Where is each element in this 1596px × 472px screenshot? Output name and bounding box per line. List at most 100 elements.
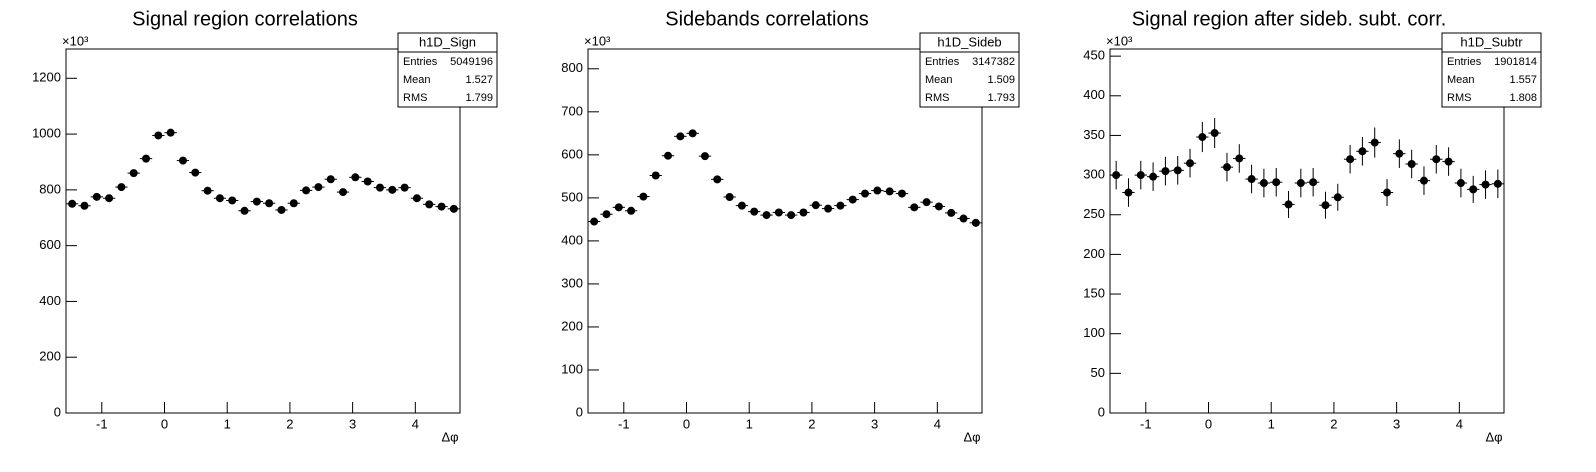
- data-point: [68, 199, 77, 208]
- data-point: [1419, 176, 1428, 185]
- data-point: [265, 199, 274, 208]
- data-point: [1259, 179, 1268, 188]
- stats-label: Mean: [925, 74, 953, 86]
- stats-value: 1.793: [987, 92, 1015, 104]
- data-point: [1210, 129, 1219, 138]
- stats-label: Entries: [1447, 56, 1482, 68]
- data-point: [774, 208, 783, 217]
- y-tick-label: 300: [561, 275, 583, 290]
- stats-box: [1441, 32, 1542, 108]
- x-axis-label: Δφ: [441, 429, 458, 444]
- y-tick-label: 350: [1083, 127, 1105, 142]
- plot-frame: [587, 48, 983, 414]
- y-tick-label: 1200: [32, 70, 61, 85]
- data-point: [1222, 163, 1231, 172]
- y-tick-label: 400: [39, 293, 61, 308]
- data-point: [1161, 167, 1170, 176]
- y-tick-label: 700: [561, 103, 583, 118]
- data-point: [314, 183, 323, 192]
- data-point: [351, 173, 360, 182]
- data-point: [142, 154, 151, 163]
- x-tick-label: 1: [1268, 416, 1275, 431]
- data-point: [363, 177, 372, 186]
- data-point: [1432, 155, 1441, 164]
- data-point: [388, 185, 397, 194]
- data-point: [885, 187, 894, 196]
- stats-label: Entries: [925, 56, 960, 68]
- data-point: [117, 183, 126, 192]
- data-point: [910, 203, 919, 212]
- y-tick-label: 0: [54, 404, 61, 419]
- data-point: [688, 129, 697, 138]
- data-point: [1309, 178, 1318, 187]
- y-tick-label: 0: [1098, 404, 1105, 419]
- data-point: [897, 189, 906, 198]
- x-tick-label: 4: [1456, 416, 1463, 431]
- x-tick-label: 2: [808, 416, 815, 431]
- x-tick-label: 0: [683, 416, 690, 431]
- stats-box: [397, 32, 498, 108]
- stats-value: 5049196: [450, 56, 493, 68]
- y-tick-label: 800: [561, 60, 583, 75]
- stats-label: Mean: [403, 74, 431, 86]
- stats-value: 1.509: [987, 74, 1015, 86]
- y-tick-label: 100: [561, 361, 583, 376]
- data-point: [105, 194, 114, 203]
- data-point: [811, 201, 820, 210]
- data-point: [1149, 172, 1158, 181]
- x-tick-label: 2: [286, 416, 293, 431]
- data-point: [1407, 159, 1416, 168]
- data-point: [1456, 179, 1465, 188]
- x-axis-label: Δφ: [1485, 429, 1502, 444]
- data-point: [1469, 185, 1478, 194]
- data-point: [848, 195, 857, 204]
- data-point: [1346, 155, 1355, 164]
- data-point: [1112, 171, 1121, 180]
- data-point: [639, 192, 648, 201]
- stats-value: 1.799: [465, 92, 493, 104]
- data-point: [240, 206, 249, 215]
- stats-value: 1.808: [1509, 92, 1537, 104]
- data-point: [1272, 178, 1281, 187]
- y-tick-label: 200: [561, 318, 583, 333]
- data-point: [700, 152, 709, 161]
- data-point: [614, 203, 623, 212]
- data-point: [1296, 179, 1305, 188]
- data-point: [302, 186, 311, 195]
- y-tick-label: 200: [1083, 246, 1105, 261]
- data-point: [129, 169, 138, 178]
- data-point: [737, 201, 746, 210]
- data-point: [713, 175, 722, 184]
- stats-title: h1D_Sideb: [937, 34, 1001, 49]
- data-point: [1395, 149, 1404, 158]
- data-point: [1370, 138, 1379, 147]
- data-point: [590, 217, 599, 226]
- data-point: [1481, 180, 1490, 189]
- x-tick-label: 3: [1393, 416, 1400, 431]
- data-point: [277, 205, 286, 214]
- data-point: [959, 214, 968, 223]
- panel: Signal region correlations ×10³ Δφ 0 200 400 6…: [32, 8, 498, 444]
- y-tick-label: 150: [1083, 285, 1105, 300]
- x-tick-label: 0: [1205, 416, 1212, 431]
- data-point: [762, 211, 771, 220]
- y-tick-label: 250: [1083, 206, 1105, 221]
- data-point: [1186, 159, 1195, 168]
- x-tick-label: 4: [934, 416, 941, 431]
- data-point: [400, 183, 409, 192]
- chart-title: Sidebands correlations: [665, 8, 868, 30]
- data-point: [750, 207, 759, 216]
- stats-label: RMS: [925, 92, 949, 104]
- panel: Sidebands correlations×10³Δφ010020030040…: [561, 8, 1020, 444]
- data-point: [676, 132, 685, 141]
- data-point: [824, 204, 833, 213]
- y-tick-label: 1000: [32, 126, 61, 141]
- data-point: [437, 202, 446, 211]
- data-point: [228, 196, 237, 205]
- data-point: [339, 188, 348, 197]
- data-point: [326, 175, 335, 184]
- y-tick-label: 500: [561, 189, 583, 204]
- y-tick-label: 400: [561, 232, 583, 247]
- x-tick-label: 2: [1330, 416, 1337, 431]
